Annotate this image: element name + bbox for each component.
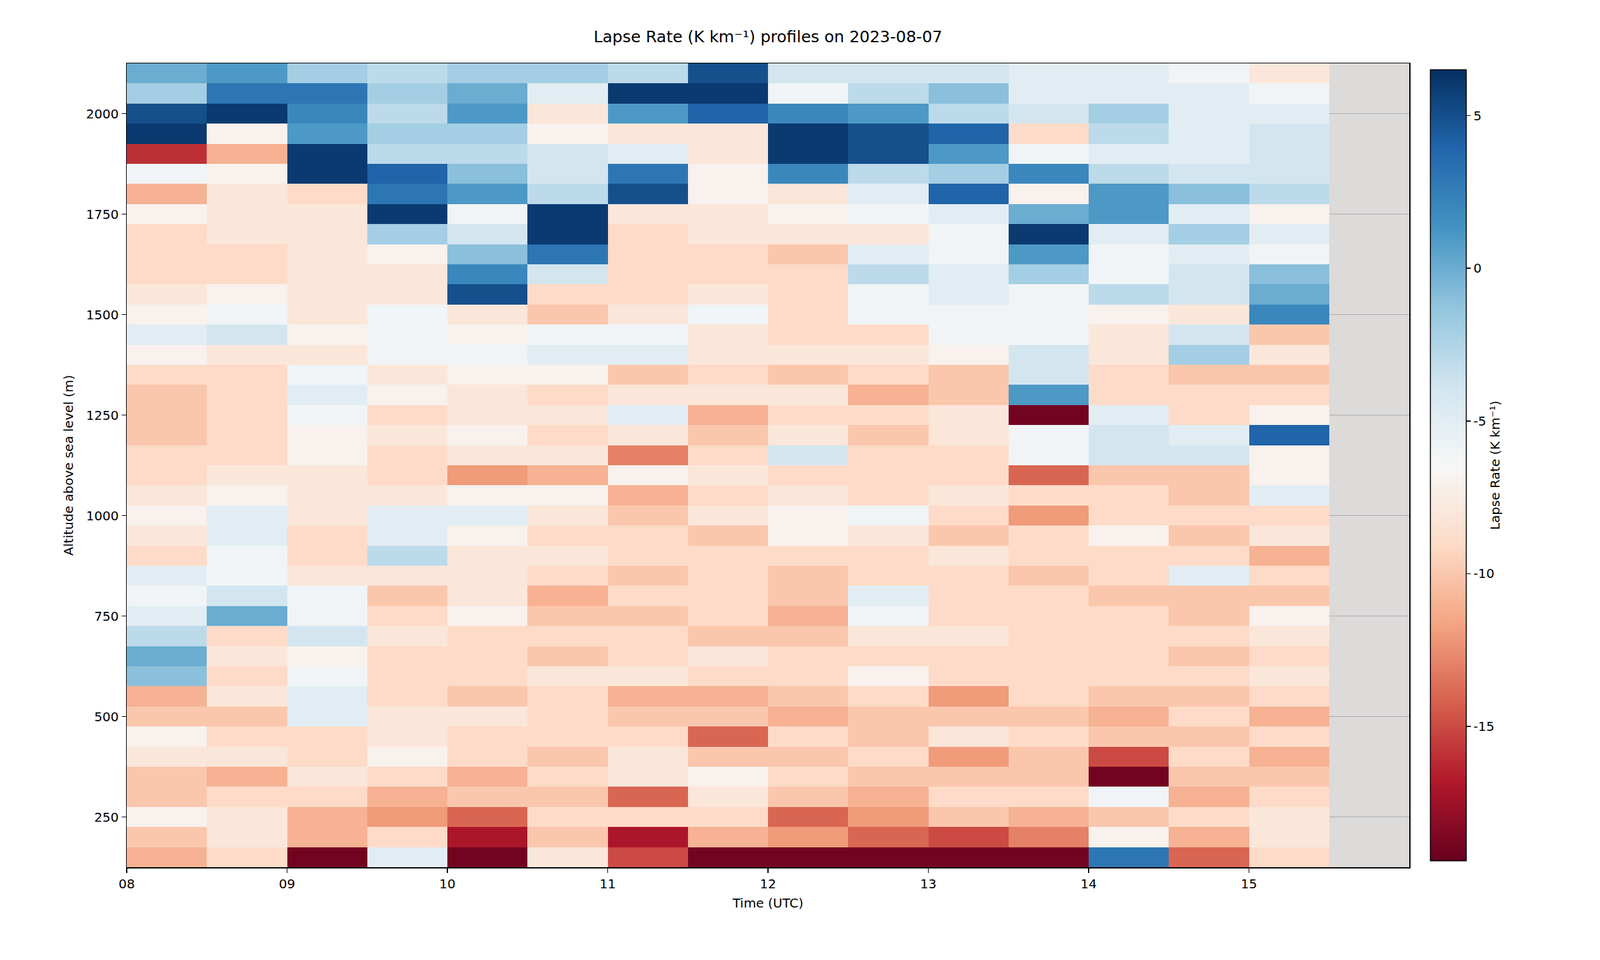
svg-text:Lapse Rate (K km⁻¹): Lapse Rate (K km⁻¹) <box>1487 400 1503 530</box>
svg-text:09: 09 <box>279 876 296 892</box>
svg-text:250: 250 <box>94 809 119 825</box>
svg-text:14: 14 <box>1080 876 1097 892</box>
svg-text:12: 12 <box>759 876 776 892</box>
svg-text:-5: -5 <box>1473 413 1487 429</box>
svg-text:1500: 1500 <box>86 307 120 323</box>
svg-text:750: 750 <box>94 608 119 624</box>
svg-text:2000: 2000 <box>86 106 120 122</box>
svg-text:1000: 1000 <box>86 508 120 524</box>
svg-text:-10: -10 <box>1473 565 1495 582</box>
svg-text:Lapse Rate (K km⁻¹) profiles o: Lapse Rate (K km⁻¹) profiles on 2023-08-… <box>593 27 943 47</box>
svg-text:11: 11 <box>599 876 616 892</box>
svg-text:13: 13 <box>920 876 937 892</box>
svg-text:Altitude above sea level (m): Altitude above sea level (m) <box>60 375 77 557</box>
svg-text:1750: 1750 <box>86 206 120 223</box>
svg-text:500: 500 <box>94 709 119 725</box>
svg-text:10: 10 <box>439 876 456 892</box>
svg-text:-15: -15 <box>1473 718 1495 735</box>
svg-text:5: 5 <box>1473 108 1482 124</box>
svg-text:1250: 1250 <box>86 407 120 424</box>
svg-text:15: 15 <box>1240 876 1257 892</box>
svg-text:08: 08 <box>118 876 135 892</box>
svg-text:Time (UTC): Time (UTC) <box>732 895 804 911</box>
svg-text:0: 0 <box>1473 260 1482 276</box>
